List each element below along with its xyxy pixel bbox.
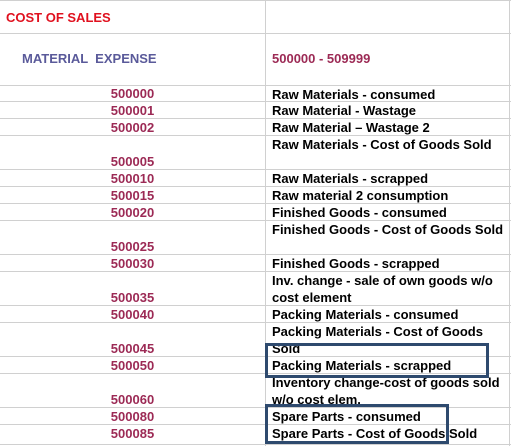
category-row: MATERIAL EXPENSE 500000 - 509999 — [0, 33, 511, 85]
account-description: Packing Materials - scrapped — [272, 358, 452, 373]
account-description: Finished Goods - consumed — [272, 205, 447, 220]
bottom-border — [0, 444, 511, 446]
section-title-row: COST OF SALES — [0, 0, 511, 33]
account-code: 500020 — [110, 205, 155, 220]
table-row: 500060 Inventory change-cost of goods sol… — [0, 373, 511, 407]
account-code: 500085 — [110, 426, 155, 441]
table-row: 500035 Inv. change - sale of own goods w/… — [0, 271, 511, 305]
account-code: 500050 — [110, 358, 155, 373]
table-row: 500025 Finished Goods - Cost of Goods Sol… — [0, 220, 511, 254]
account-description: Raw material 2 consumption — [272, 188, 449, 203]
table-row: 500000 Raw Materials - consumed — [0, 85, 511, 102]
account-code: 500080 — [110, 409, 155, 424]
highlight-box-spare-parts — [265, 404, 449, 444]
account-code: 500060 — [110, 392, 155, 407]
table-row: 500030 Finished Goods - scrapped — [0, 254, 511, 271]
account-description: Inv. change - sale of own goods w/o cost… — [272, 273, 493, 305]
account-description: Spare Parts - consumed — [272, 409, 421, 424]
account-description: Finished Goods - Cost of Goods Sold — [272, 222, 504, 237]
table-row: 500005 Raw Materials - Cost of Goods Sold — [0, 135, 511, 169]
account-code: 500025 — [110, 239, 155, 254]
category-label: MATERIAL EXPENSE — [22, 51, 157, 66]
account-code: 500010 — [110, 171, 155, 186]
account-description: Packing Materials - consumed — [272, 307, 459, 322]
column-divider — [265, 0, 266, 446]
account-code: 500001 — [110, 103, 155, 118]
account-description: Spare Parts - Cost of Goods Sold — [272, 426, 478, 441]
table-row: 500080 Spare Parts - consumed — [0, 407, 511, 424]
table-row: 500050 Packing Materials - scrapped — [0, 356, 511, 373]
account-description: Raw Materials - scrapped — [272, 171, 429, 186]
account-code: 500000 — [110, 86, 155, 101]
category-range: 500000 - 509999 — [272, 51, 371, 66]
table-row: 500002 Raw Material – Wastage 2 — [0, 118, 511, 135]
account-code: 500005 — [110, 154, 155, 169]
right-border — [509, 0, 510, 446]
account-code: 500045 — [110, 341, 155, 356]
account-description: Finished Goods - scrapped — [272, 256, 440, 271]
account-code: 500030 — [110, 256, 155, 271]
table-row: 500085 Spare Parts - Cost of Goods Sold — [0, 424, 511, 441]
table-row: 500020 Finished Goods - consumed — [0, 203, 511, 220]
table-row: 500015 Raw material 2 consumption — [0, 186, 511, 203]
account-description: Inventory change-cost of goods sold w/o … — [272, 375, 500, 407]
section-title: COST OF SALES — [6, 10, 111, 25]
table-row: 500001 Raw Material - Wastage — [0, 101, 511, 118]
account-code: 500040 — [110, 307, 155, 322]
account-description: Raw Material – Wastage 2 — [272, 120, 430, 135]
account-code: 500002 — [110, 120, 155, 135]
account-code: 500035 — [110, 290, 155, 305]
highlight-box-packing-scrapped — [265, 343, 489, 378]
account-description: Raw Materials - Cost of Goods Sold — [272, 137, 492, 152]
account-code: 500015 — [110, 188, 155, 203]
account-description: Raw Materials - consumed — [272, 87, 436, 102]
table-row: 500040 Packing Materials - consumed — [0, 305, 511, 322]
account-description: Raw Material - Wastage — [272, 103, 417, 118]
table-row: 500010 Raw Materials - scrapped — [0, 169, 511, 186]
